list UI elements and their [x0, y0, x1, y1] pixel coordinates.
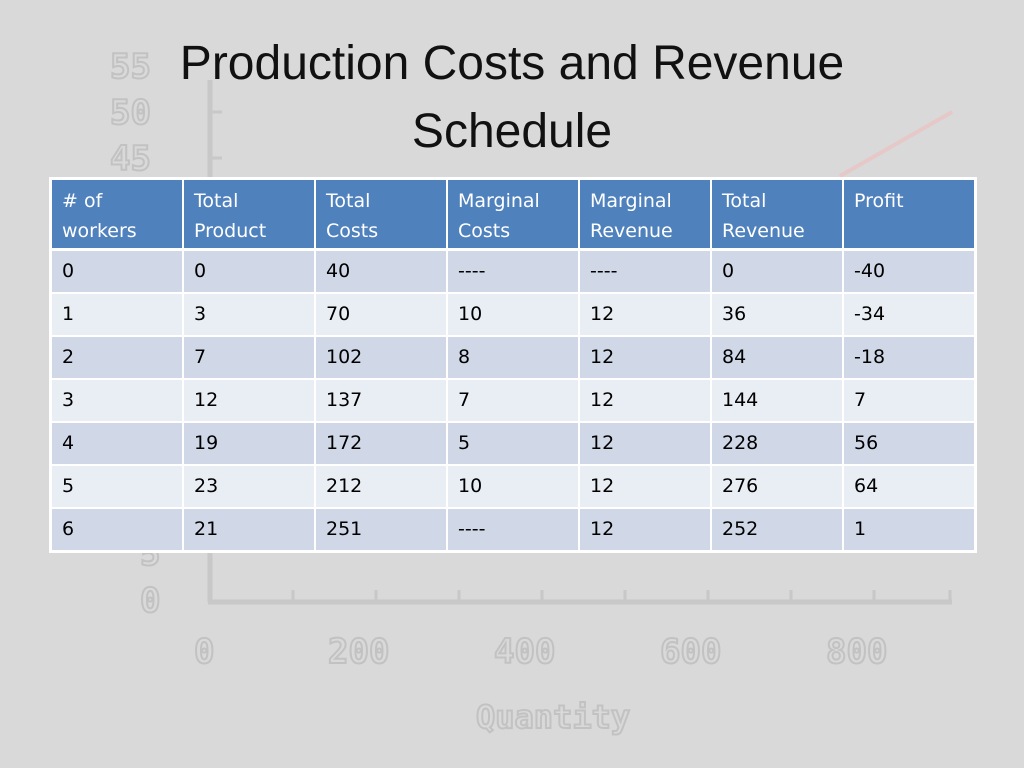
table-cell-marginal-revenue: 12: [578, 377, 712, 423]
table-cell-total-revenue: 84: [710, 334, 844, 380]
table-cell-total-product: 3: [182, 291, 316, 337]
y-tick-label: 0: [140, 581, 160, 621]
column-header-text: Total: [194, 190, 239, 212]
table-cell-total-revenue: 228: [710, 420, 844, 466]
table-cell-profit: 56: [842, 420, 976, 466]
column-header-workers: # of workers: [50, 178, 184, 251]
title-line-1: Production Costs and Revenue: [179, 37, 845, 90]
column-header-text: Profit: [854, 190, 904, 212]
table-cell-total-product: 12: [182, 377, 316, 423]
table-cell-total-product: 19: [182, 420, 316, 466]
table-cell-profit: 1: [842, 506, 976, 552]
table-row: 0 0 40 ---- ---- 0 -40: [50, 248, 976, 294]
column-header-total-revenue: Total Revenue: [710, 178, 844, 251]
table-cell-workers: 5: [50, 463, 184, 509]
production-schedule-table: # of workers Total Product Total Costs Margina…: [50, 178, 976, 552]
title-line-2: Schedule: [411, 105, 613, 158]
table-cell-marginal-revenue: 12: [578, 420, 712, 466]
x-tick-label: 0: [194, 632, 214, 672]
column-header-text: Costs: [326, 220, 379, 242]
table-cell-total-costs: 102: [314, 334, 448, 380]
table-cell-workers: 1: [50, 291, 184, 337]
table-row: 5 23 212 10 12 276 64: [50, 463, 976, 509]
table-cell-marginal-costs: 5: [446, 420, 580, 466]
x-axis-label: Quantity: [476, 698, 630, 736]
x-tick-label: 200: [328, 632, 389, 672]
column-header-text: Marginal: [590, 190, 672, 212]
table-cell-marginal-costs: 10: [446, 291, 580, 337]
table-cell-total-revenue: 252: [710, 506, 844, 552]
table-cell-total-product: 21: [182, 506, 316, 552]
x-tick-label: 800: [826, 632, 887, 672]
column-header-text: Revenue: [590, 220, 673, 242]
y-tick-label: 45: [110, 139, 151, 179]
y-tick-label: 55: [110, 47, 151, 87]
table-cell-profit: -18: [842, 334, 976, 380]
table-cell-marginal-costs: 8: [446, 334, 580, 380]
table-cell-marginal-revenue: 12: [578, 291, 712, 337]
column-header-text: Costs: [458, 220, 511, 242]
table-cell-profit: 7: [842, 377, 976, 423]
column-header-text: Marginal: [458, 190, 540, 212]
x-tick-label: 600: [660, 632, 721, 672]
y-tick-label: 50: [110, 93, 151, 133]
table-cell-marginal-costs: ----: [446, 506, 580, 552]
x-axis-ticks: [291, 590, 952, 602]
table-cell-marginal-costs: 10: [446, 463, 580, 509]
table-cell-total-revenue: 0: [710, 248, 844, 294]
column-header-profit: Profit: [842, 178, 976, 251]
table-cell-workers: 4: [50, 420, 184, 466]
table-cell-total-costs: 212: [314, 463, 448, 509]
table-cell-total-costs: 40: [314, 248, 448, 294]
table-cell-profit: -34: [842, 291, 976, 337]
table-cell-workers: 3: [50, 377, 184, 423]
table-cell-total-product: 7: [182, 334, 316, 380]
table-cell-profit: -40: [842, 248, 976, 294]
table-cell-total-costs: 251: [314, 506, 448, 552]
table-cell-total-revenue: 144: [710, 377, 844, 423]
table-body: 0 0 40 ---- ---- 0 -40 1 3 70 10 12 36 -34 2 7 102 8 12 84-…: [50, 248, 976, 552]
table-row: 1 3 70 10 12 36 -34: [50, 291, 976, 337]
table-cell-marginal-revenue: 12: [578, 463, 712, 509]
column-header-text: # of: [62, 190, 103, 212]
table-cell-marginal-revenue: 12: [578, 334, 712, 380]
table-cell-profit: 64: [842, 463, 976, 509]
watermark-series-line: [839, 110, 953, 178]
table-cell-workers: 6: [50, 506, 184, 552]
column-header-text: Product: [194, 220, 267, 242]
column-header-text: Revenue: [722, 220, 805, 242]
table-row: 3 12 137 7 12 144 7: [50, 377, 976, 423]
table-cell-marginal-revenue: ----: [578, 248, 712, 294]
table-cell-total-product: 23: [182, 463, 316, 509]
column-header-total-product: Total Product: [182, 178, 316, 251]
table-header-row: # of workers Total Product Total Costs Margina…: [50, 178, 976, 251]
column-header-marginal-costs: Marginal Costs: [446, 178, 580, 251]
table-cell-workers: 0: [50, 248, 184, 294]
column-header-text: Total: [722, 190, 767, 212]
column-header-text: Total: [326, 190, 371, 212]
x-tick-label: 400: [494, 632, 555, 672]
table-cell-total-costs: 70: [314, 291, 448, 337]
table-cell-total-product: 0: [182, 248, 316, 294]
table-cell-total-costs: 137: [314, 377, 448, 423]
column-header-total-costs: Total Costs: [314, 178, 448, 251]
table-row: 4 19 172 5 12 228 56: [50, 420, 976, 466]
table-cell-total-revenue: 36: [710, 291, 844, 337]
table-cell-total-revenue: 276: [710, 463, 844, 509]
y-axis-ticks: [210, 110, 222, 160]
column-header-text: workers: [62, 220, 137, 242]
table-cell-workers: 2: [50, 334, 184, 380]
table-cell-total-costs: 172: [314, 420, 448, 466]
table-cell-marginal-costs: 7: [446, 377, 580, 423]
slide-title: Production Costs and Revenue Schedule: [112, 30, 912, 166]
column-header-marginal-revenue: Marginal Revenue: [578, 178, 712, 251]
table-cell-marginal-costs: ----: [446, 248, 580, 294]
table-cell-marginal-revenue: 12: [578, 506, 712, 552]
table-row: 2 7 102 8 12 84 -18: [50, 334, 976, 380]
table-row: 6 21 251 ---- 12 252 1: [50, 506, 976, 552]
